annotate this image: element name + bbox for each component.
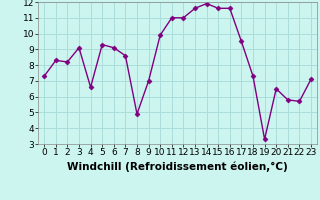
X-axis label: Windchill (Refroidissement éolien,°C): Windchill (Refroidissement éolien,°C) [67,161,288,172]
